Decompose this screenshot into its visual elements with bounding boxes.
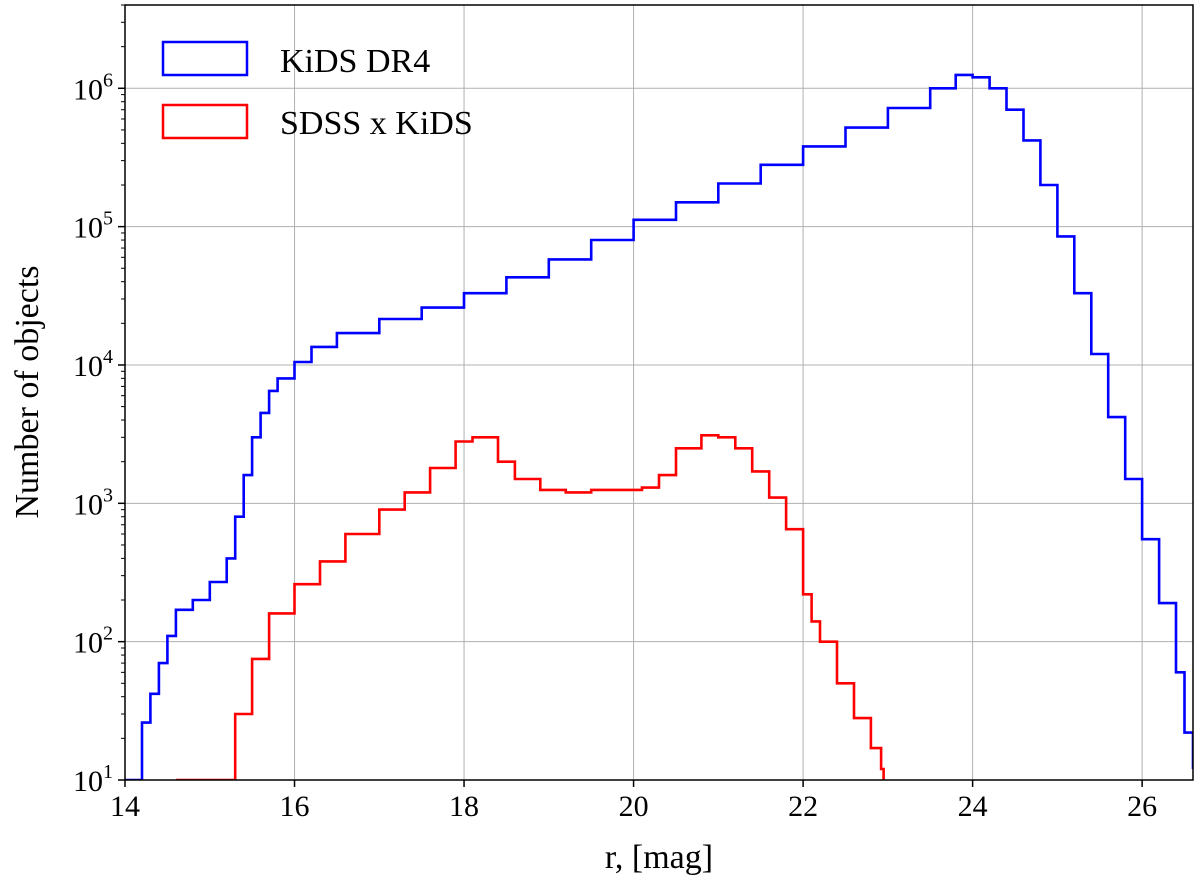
y-tick-label: 105 [73, 208, 113, 245]
legend-swatch-sdss-x-kids [161, 103, 249, 140]
legend-swatch-kids-dr4 [161, 40, 249, 77]
grid-lines [124, 5, 1193, 781]
x-tick-label: 26 [1127, 790, 1157, 823]
y-tick-label: 101 [73, 761, 113, 798]
series-line-kids-dr4 [125, 73, 1193, 780]
x-axis-label: r, [mag] [605, 839, 713, 876]
x-tick-label: 16 [280, 790, 310, 823]
x-tick-label: 18 [449, 790, 479, 823]
y-tick-label: 104 [73, 346, 113, 383]
tick-marks [118, 4, 1143, 787]
plot-frame [124, 4, 1194, 781]
y-tick-label: 106 [73, 69, 113, 106]
series-layer [125, 73, 1193, 780]
x-tick-label: 22 [788, 790, 818, 823]
y-tick-label: 102 [73, 623, 113, 660]
x-tick-label: 24 [958, 790, 988, 823]
y-axis-label: Number of objects [9, 265, 46, 518]
series-line-sdss-x-kids [175, 434, 885, 780]
y-tick-label: 103 [73, 484, 113, 521]
x-tick-label: 14 [110, 790, 140, 823]
legend-label-sdss-x-kids: SDSS x KiDS [280, 105, 473, 142]
legend-label-kids-dr4: KiDS DR4 [280, 43, 430, 80]
legend: KiDS DR4 SDSS x KiDS [161, 40, 473, 142]
x-tick-label: 20 [619, 790, 649, 823]
